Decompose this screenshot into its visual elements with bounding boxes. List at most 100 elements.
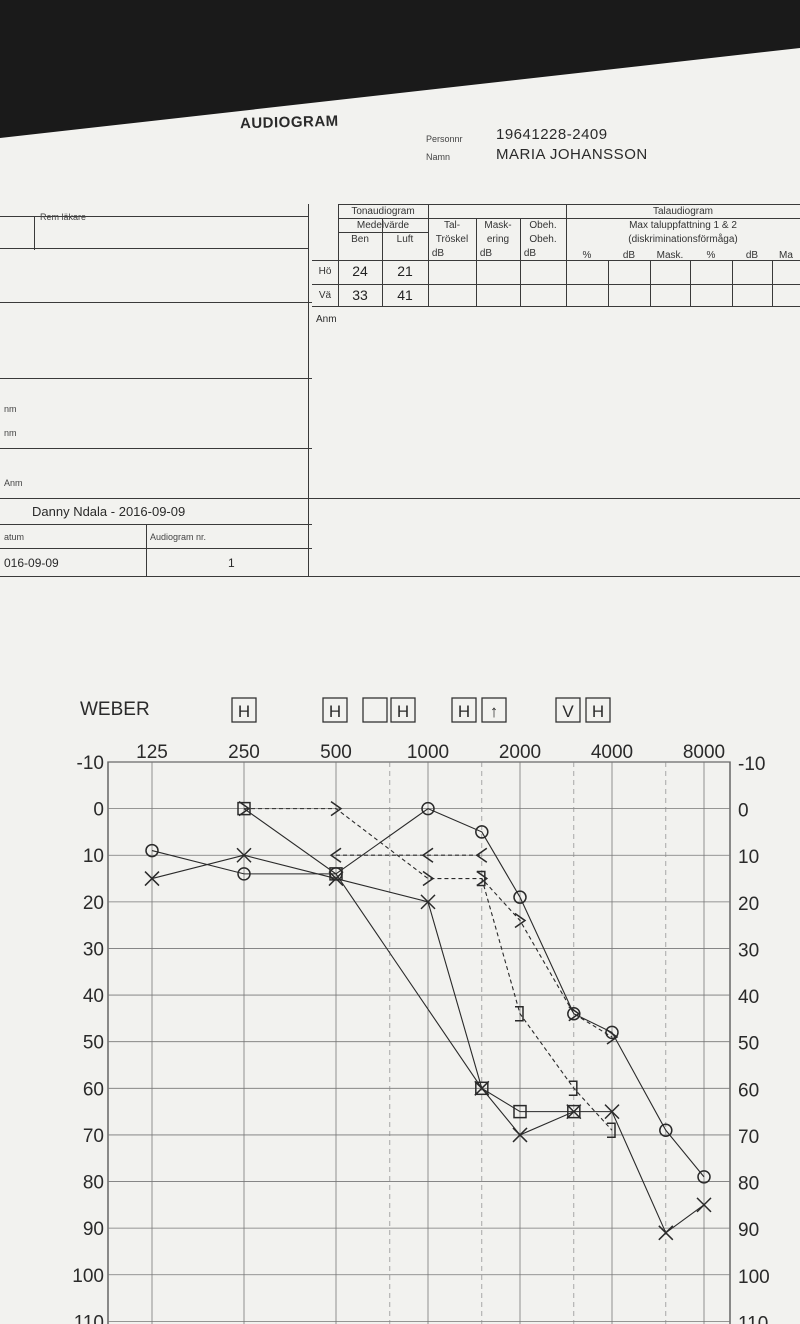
luft-header: Luft <box>396 234 414 245</box>
tal-header: Tal- <box>443 220 461 231</box>
audiogram-nr-label: Audiogram nr. <box>150 532 207 542</box>
marker-circle <box>237 867 251 881</box>
series-angle-right <box>238 801 619 1045</box>
marker-x <box>696 1197 712 1213</box>
va-label: Vä <box>318 290 332 301</box>
y-tick-label-right: 50 <box>738 1034 759 1055</box>
marker-circle <box>605 1025 619 1040</box>
series-x <box>144 847 712 1241</box>
series-line <box>151 807 705 1178</box>
x-tick-label: 4000 <box>591 742 633 763</box>
marker-angle-right <box>514 912 527 929</box>
series-line <box>243 808 574 1113</box>
y-tick-label-left: 100 <box>72 1266 104 1287</box>
y-tick-label-left: -10 <box>77 753 104 774</box>
namn-value: MARIA JOHANSSON <box>496 146 648 163</box>
weber-symbol: H <box>329 702 341 721</box>
series-line <box>244 808 613 1038</box>
y-tick-label-right: 0 <box>738 801 749 822</box>
y-tick-label-right: 20 <box>738 894 759 915</box>
weber-symbol: H <box>458 702 470 721</box>
plot-frame <box>107 761 731 1324</box>
marker-x <box>604 1104 620 1120</box>
personnr-label: Personnr <box>426 134 463 144</box>
x-tick-label: 250 <box>228 742 260 763</box>
db-header-2: dB <box>745 250 759 261</box>
marker-circle <box>145 843 159 858</box>
namn-label: Namn <box>426 152 451 162</box>
ho-label: Hö <box>318 266 332 277</box>
weber-empty-box <box>362 697 388 723</box>
x-tick-label: 125 <box>136 742 168 763</box>
series-line <box>481 878 613 1131</box>
troskel-header: Tröskel <box>435 234 469 245</box>
obeh-db-header: dB <box>523 248 537 259</box>
ben-header: Ben <box>351 234 369 245</box>
marker-bracket <box>476 870 486 887</box>
pct-header-1: % <box>582 250 592 261</box>
marker-square <box>513 1104 527 1119</box>
datum-label: atum <box>4 532 25 542</box>
series-bracket-right <box>476 870 616 1139</box>
y-axis-ticks: -10 -10 0 0 10 10 20 20 30 30 40 40 50 50 60 60 70 70 80 80… <box>72 753 769 1324</box>
mask-header: Mask- <box>484 220 512 231</box>
weber-box <box>322 697 348 723</box>
weber-box <box>585 697 611 723</box>
marker-angle-right <box>330 801 343 817</box>
examiner-signature: Danny Ndala - 2016-09-09 <box>32 504 186 519</box>
y-tick-label-right: 100 <box>738 1267 770 1288</box>
y-tick-label-right: 40 <box>738 987 759 1008</box>
pct-header-2: % <box>706 250 716 261</box>
mask-db-header: dB <box>479 248 493 259</box>
y-tick-label-left: 90 <box>83 1219 104 1240</box>
tal-db-header: dB <box>431 248 445 259</box>
y-tick-label-right: 60 <box>738 1080 759 1101</box>
weber-box <box>231 697 257 723</box>
marker-circle <box>513 890 527 904</box>
y-tick-label-left: 110 <box>74 1312 104 1324</box>
marker-angle-right <box>606 1029 619 1045</box>
va-ben-value: 33 <box>352 287 368 303</box>
marker-circle <box>421 801 435 816</box>
marker-x <box>658 1225 674 1241</box>
y-tick-label-right: 110 <box>738 1313 768 1324</box>
marker-square <box>237 801 251 816</box>
anm-label-2: nm <box>4 428 17 438</box>
y-tick-label-left: 50 <box>83 1033 104 1054</box>
marker-circle <box>659 1123 673 1138</box>
y-tick-label-right: 10 <box>738 847 759 868</box>
y-tick-label-left: 10 <box>83 846 104 867</box>
db-header-1: dB <box>622 250 636 261</box>
marker-bracket <box>568 1080 578 1097</box>
ho-luft-value: 21 <box>397 263 413 279</box>
y-tick-label-left: 70 <box>83 1126 104 1147</box>
weber-symbol: ↑ <box>490 702 499 721</box>
y-tick-label-left: 80 <box>83 1173 104 1194</box>
audiogram-paper: AUDIOGRAM Personnr 19641228-2409 Namn MA… <box>0 48 800 1324</box>
weber-symbol: H <box>592 702 604 721</box>
weber-symbol: V <box>562 702 574 721</box>
medelvarde-header: Medelvärde <box>356 220 410 231</box>
marker-square <box>567 1104 581 1119</box>
marker-angle-right <box>238 801 251 817</box>
y-tick-label-left: 60 <box>83 1079 104 1100</box>
y-tick-label-left: 40 <box>83 986 104 1007</box>
marker-x <box>420 894 436 910</box>
y-tick-label-right: 70 <box>738 1127 759 1148</box>
series-angle-left <box>329 847 488 863</box>
talaudiogram-header: Talaudiogram <box>652 206 714 217</box>
marker-x <box>236 847 252 863</box>
mask-short-header: Mask. <box>656 250 684 261</box>
marker-circle <box>697 1170 711 1184</box>
ho-ben-value: 24 <box>352 263 368 279</box>
marker-x <box>512 1127 528 1143</box>
marker-bracket <box>607 1122 616 1139</box>
anm-label-1: nm <box>4 404 17 414</box>
weber-row: WEBER H H H H ↑ V H <box>80 697 611 723</box>
max-tal-header: Max taluppfattning 1 & 2 <box>629 220 737 231</box>
series-line <box>151 854 705 1234</box>
weber-symbol: H <box>238 702 250 721</box>
diskr-header: (diskriminationsförmåga) <box>628 234 738 245</box>
weber-box <box>451 697 477 723</box>
marker-bracket <box>515 1005 524 1022</box>
